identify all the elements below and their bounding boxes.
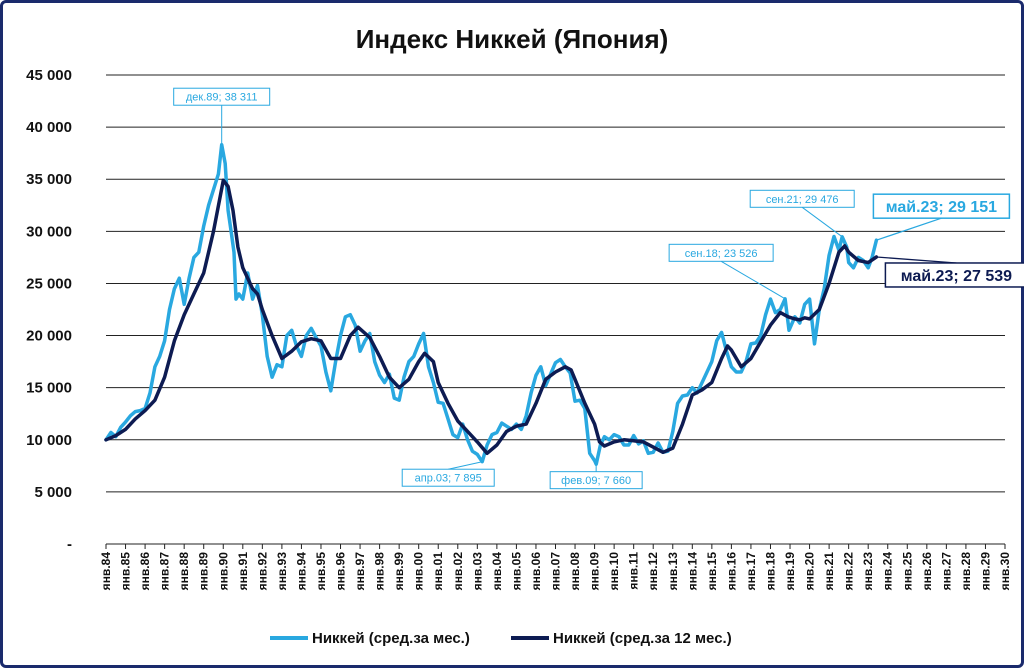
x-tick-label: янв.23	[861, 552, 875, 591]
y-tick-label: 40 000	[26, 119, 72, 136]
annotation-box	[401, 468, 495, 487]
annotation-callout: фев.09; 7 660	[549, 464, 643, 490]
annotation-label: сен.21; 29 476	[766, 194, 839, 206]
x-tick-label: янв.86	[138, 552, 152, 591]
x-tick-label: янв.15	[705, 552, 719, 591]
x-tick-label: янв.96	[334, 552, 348, 591]
series-monthly-line	[104, 142, 879, 466]
annotation-leader	[448, 461, 483, 470]
annotation-label: май.23; 27 539	[901, 268, 1012, 285]
y-tick-label: 20 000	[26, 328, 72, 345]
x-tick-label: янв.17	[744, 552, 758, 591]
legend: Никкей (сред.за мес.) Никкей (сред.за 12…	[270, 630, 732, 647]
x-tick-label: янв.98	[373, 552, 387, 591]
x-tick-label: янв.03	[470, 552, 484, 591]
x-tick-label: янв.91	[236, 552, 250, 591]
x-tick-label: янв.08	[568, 552, 582, 591]
x-tick-label: янв.88	[177, 552, 191, 591]
x-tick-label: янв.25	[900, 552, 914, 591]
x-tick-label: янв.22	[842, 552, 856, 591]
x-tick-label: янв.21	[822, 552, 836, 591]
grid-lines	[106, 74, 1005, 545]
x-tick-label: янв.11	[627, 552, 641, 590]
x-tick-label: янв.14	[685, 552, 699, 591]
x-tick-label: янв.13	[666, 552, 680, 591]
y-tick-label: 15 000	[26, 380, 72, 397]
x-tick-label: янв.89	[197, 552, 211, 591]
x-tick-label: янв.30	[998, 552, 1012, 591]
legend-label-annual: Никкей (сред.за 12 мес.)	[553, 630, 732, 647]
x-tick-label: янв.85	[119, 552, 133, 591]
x-axis-ticks: янв.84 янв.85 янв.86 янв.87 янв.88 янв.89 янв.…	[99, 544, 1012, 590]
y-tick-label: 30 000	[26, 223, 72, 240]
annotation-label: сен.18; 23 526	[685, 248, 758, 260]
x-tick-label: янв.09	[588, 552, 602, 591]
x-tick-label: янв.12	[646, 552, 660, 591]
y-axis-ticks: - 5 000 10 000 15 000 20 000 25 000 30 000 35 0…	[26, 67, 72, 553]
chart-title: Индекс Никкей (Япония)	[356, 24, 669, 54]
annotation-box	[668, 243, 774, 262]
x-tick-label: янв.24	[881, 552, 895, 591]
annotation-box	[549, 471, 643, 490]
x-tick-label: янв.06	[529, 552, 543, 591]
x-tick-label: янв.00	[412, 552, 426, 591]
x-tick-label: янв.94	[294, 552, 308, 591]
y-tick-label: 10 000	[26, 432, 72, 449]
annotation-callout: сен.21; 29 476	[749, 189, 855, 238]
annotation-leader	[876, 256, 957, 264]
annotation-box	[749, 189, 855, 208]
x-tick-label: янв.87	[158, 552, 172, 591]
annotation-label: фев.09; 7 660	[561, 475, 631, 487]
x-tick-label: янв.05	[509, 552, 523, 591]
x-tick-label: янв.29	[978, 552, 992, 591]
annotation-label: дек.89; 38 311	[186, 92, 258, 104]
annotation-callout: дек.89; 38 311	[173, 87, 271, 145]
annotation-box	[173, 87, 271, 106]
annotation-callout: май.23; 27 539	[876, 256, 1024, 288]
annotation-callout: сен.18; 23 526	[668, 243, 786, 300]
x-tick-label: янв.26	[920, 552, 934, 591]
x-tick-label: янв.19	[783, 552, 797, 591]
annotation-callout: май.23; 29 151	[872, 193, 1011, 241]
annotation-box	[884, 262, 1024, 288]
x-tick-label: янв.95	[314, 552, 328, 591]
x-tick-label: янв.02	[451, 552, 465, 591]
x-tick-label: янв.04	[490, 552, 504, 591]
y-tick-label: 25 000	[26, 275, 72, 292]
annotation-leader	[801, 206, 843, 238]
legend-label-monthly: Никкей (сред.за мес.)	[312, 630, 470, 647]
x-tick-label: янв.84	[99, 552, 113, 591]
x-tick-label: янв.93	[275, 552, 289, 591]
x-tick-label: янв.90	[216, 552, 230, 591]
annotation-leader	[720, 260, 786, 300]
annotation-leader	[876, 217, 942, 241]
series-lines	[104, 142, 879, 466]
y-tick-label: 35 000	[26, 171, 72, 188]
x-tick-label: янв.16	[724, 552, 738, 591]
x-tick-label: янв.28	[959, 552, 973, 591]
annotation-label: апр.03; 7 895	[415, 473, 482, 485]
series-annual-line	[104, 178, 879, 456]
x-tick-label: янв.97	[353, 552, 367, 591]
x-tick-label: янв.10	[607, 552, 621, 591]
x-tick-label: янв.27	[939, 552, 953, 591]
annotation-box	[872, 193, 1011, 219]
annotations: дек.89; 38 311 апр.03; 7 895 фев.09; 7 660…	[173, 87, 1024, 490]
y-tick-label: 45 000	[26, 67, 72, 84]
x-tick-label: янв.01	[431, 552, 445, 591]
x-tick-label: янв.99	[392, 552, 406, 591]
annotation-label: май.23; 29 151	[886, 199, 997, 216]
y-tick-label: 5 000	[34, 484, 72, 501]
annotation-callout: апр.03; 7 895	[401, 461, 495, 487]
y-tick-label: -	[67, 536, 72, 553]
x-tick-label: янв.20	[803, 552, 817, 591]
x-tick-label: янв.07	[549, 552, 563, 591]
x-tick-label: янв.18	[763, 552, 777, 591]
x-tick-label: янв.92	[255, 552, 269, 591]
